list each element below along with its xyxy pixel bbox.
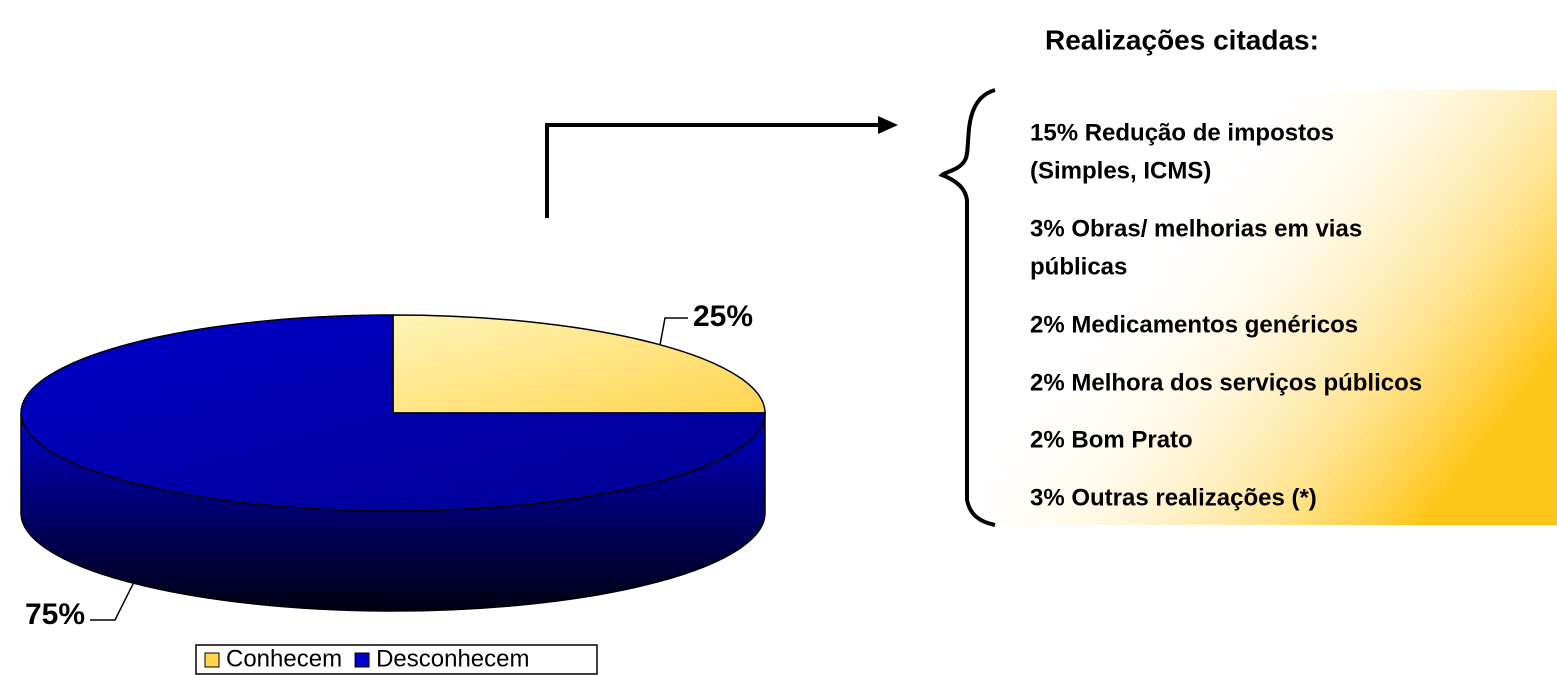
panel-background [985, 90, 1557, 525]
panel-item: (Simples, ICMS) [1030, 157, 1211, 184]
leader-line [659, 317, 688, 346]
brace [938, 88, 996, 527]
legend-box [195, 644, 598, 675]
panel-title: Realizações citadas: [1045, 24, 1319, 55]
pie-slice [20, 314, 766, 512]
panel-item: 2% Melhora dos serviços públicos [1030, 369, 1422, 396]
panel-items: 15% Redução de impostos (Simples, ICMS) 3%… [1030, 119, 1422, 511]
arrow [545, 123, 880, 218]
panel-item: 15% Redução de impostos [1030, 119, 1334, 146]
arrow-head [878, 116, 898, 134]
legend-swatch [204, 652, 220, 668]
panel-item: 2% Medicamentos genéricos [1030, 311, 1358, 338]
panel-item: públicas [1030, 253, 1127, 280]
pie-slice [392, 314, 766, 414]
legend-label: Conhecem [226, 645, 342, 672]
panel-item: 2% Bom Prato [1030, 426, 1193, 453]
leader-line [90, 579, 136, 621]
data-label: 25% [693, 300, 753, 333]
panel-item: 3% Obras/ melhorias em vias [1030, 215, 1362, 242]
legend-label: Desconhecem [376, 645, 529, 672]
panel-item: 3% Outras realizações (*) [1030, 484, 1317, 511]
legend-swatch [354, 652, 370, 668]
pie [20, 314, 766, 612]
legend: Conhecem Desconhecem [204, 645, 529, 672]
data-label: 75% [25, 598, 85, 631]
